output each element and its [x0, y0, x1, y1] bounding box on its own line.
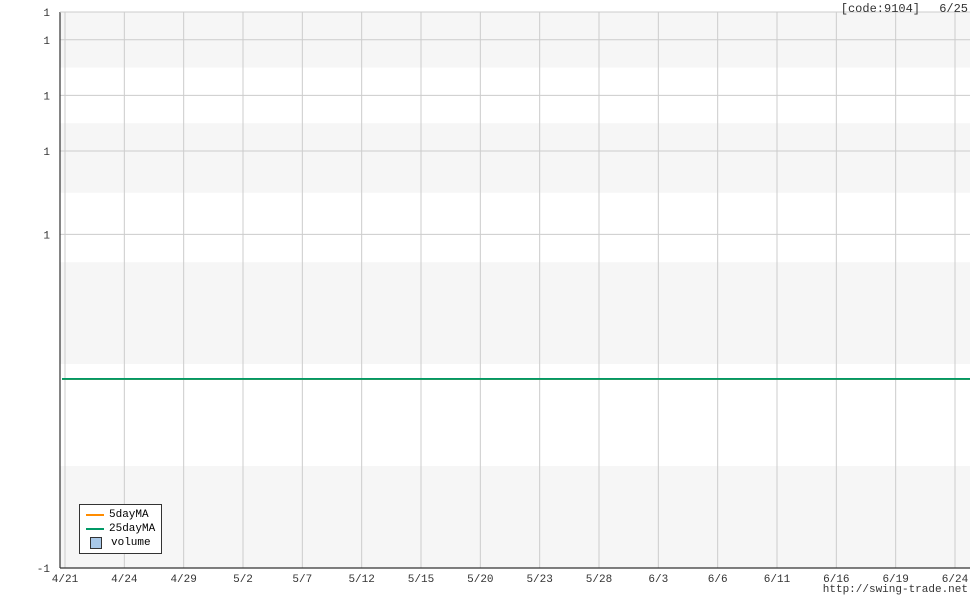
header-code: [code:9104] [841, 2, 920, 16]
legend-swatch [86, 528, 104, 530]
y-tick-label: 1 [43, 91, 50, 103]
legend-label: 5dayMA [109, 509, 149, 521]
x-tick-label: 5/23 [526, 574, 552, 586]
legend-swatch [90, 537, 102, 549]
x-tick-label: 5/15 [408, 574, 434, 586]
legend: 5dayMA 25dayMA volume [79, 504, 162, 554]
x-tick-label: 5/7 [292, 574, 312, 586]
legend-item: 5dayMA [86, 508, 155, 522]
x-tick-label: 4/29 [170, 574, 196, 586]
y-tick-label: -1 [37, 564, 51, 576]
y-tick-label: 1 [43, 36, 50, 48]
legend-item: 25dayMA [86, 522, 155, 536]
x-tick-label: 5/2 [233, 574, 253, 586]
x-tick-label: 5/28 [586, 574, 612, 586]
legend-item: volume [86, 536, 155, 550]
x-tick-label: 4/21 [52, 574, 79, 586]
x-tick-label: 5/20 [467, 574, 493, 586]
y-tick-label: 1 [43, 230, 50, 242]
y-tick-label: 1 [43, 147, 50, 159]
x-tick-label: 6/3 [648, 574, 668, 586]
chart-container: 4/21 4/24 4/29 5/2 5/7 5/12 5/15 5/20 5/23 5/28 6/… [0, 0, 980, 600]
x-tick-label: 5/12 [348, 574, 374, 586]
legend-swatch [86, 514, 104, 516]
header-date: 6/25 [939, 2, 968, 16]
x-tick-label: 6/11 [764, 574, 791, 586]
x-tick-label: 6/6 [708, 574, 728, 586]
legend-label: 25dayMA [109, 523, 155, 535]
legend-label: volume [111, 537, 151, 549]
y-tick-label: 1 [43, 8, 50, 20]
x-tick-label: 4/24 [111, 574, 138, 586]
footer-url: http://swing-trade.net [823, 584, 968, 596]
